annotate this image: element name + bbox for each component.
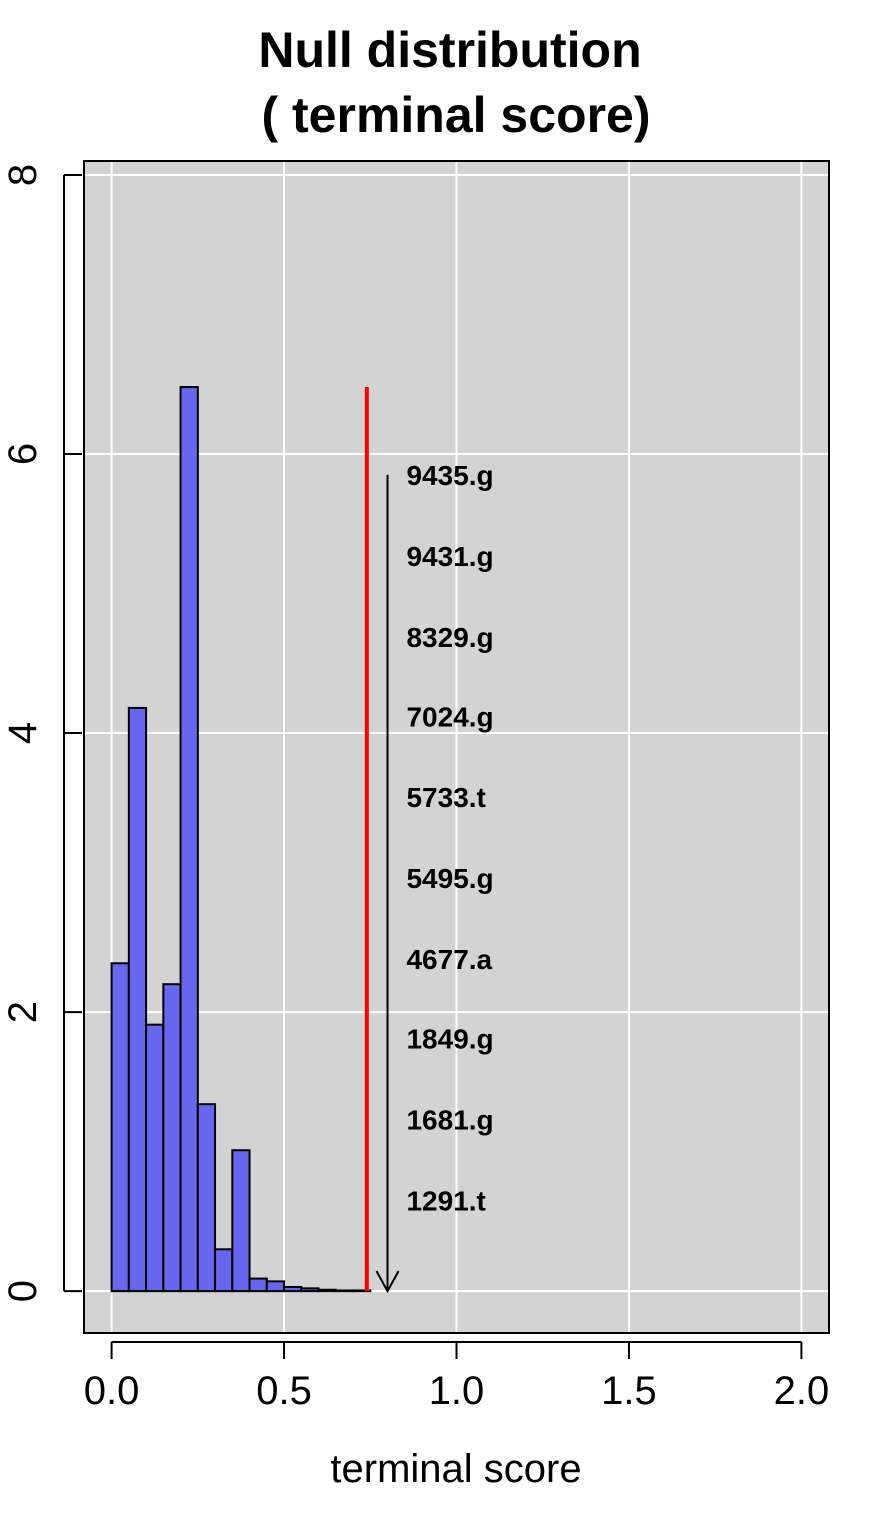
histogram-bar xyxy=(300,1287,320,1293)
annotation-label: 9431.g xyxy=(406,541,493,572)
annotation-layer: 9435.g 9431.g 8329.g 7024.g 5733.t 5495.g 4677… xyxy=(364,387,494,1294)
histogram-bar xyxy=(231,1149,251,1293)
y-tick-label: 0 xyxy=(1,1280,45,1302)
annotation-label: 1291.t xyxy=(406,1185,485,1216)
y-tick-label: 8 xyxy=(1,164,45,186)
histogram-bar xyxy=(334,1289,355,1293)
histogram-bar xyxy=(283,1285,303,1293)
plot-frame xyxy=(83,160,830,1334)
x-tick-label: 1.5 xyxy=(601,1369,657,1413)
histogram-bar xyxy=(179,386,199,1293)
chart-title-line-1: Null distribution xyxy=(258,22,641,78)
histogram-bar xyxy=(196,1103,217,1293)
histogram-bar xyxy=(317,1288,337,1293)
arrow-head-icon xyxy=(375,1270,400,1294)
histogram-bar xyxy=(248,1277,268,1293)
x-tick-label: 0.5 xyxy=(256,1369,312,1413)
x-axis: 0.0 0.5 1.0 1.5 2.0 xyxy=(84,1341,830,1413)
x-tick-label: 0.0 xyxy=(84,1369,140,1413)
y-axis: 0 2 4 6 8 xyxy=(1,164,82,1302)
chart-title-line-2: ( terminal score) xyxy=(261,87,650,143)
histogram-bar xyxy=(145,1023,165,1293)
annotation-label: 9435.g xyxy=(406,460,493,491)
x-axis-label: terminal score xyxy=(330,1447,581,1491)
histogram-bar xyxy=(265,1280,286,1293)
annotation-label: 8329.g xyxy=(406,622,493,653)
histogram-bar xyxy=(352,1289,372,1293)
histogram-bars xyxy=(110,386,372,1293)
histogram-bar xyxy=(162,983,182,1293)
y-tick-label: 6 xyxy=(1,443,45,465)
histogram-bar xyxy=(110,962,130,1293)
annotation-label: 5495.g xyxy=(406,863,493,894)
x-tick-label: 1.0 xyxy=(429,1369,485,1413)
x-tick-label: 2.0 xyxy=(774,1369,830,1413)
y-tick-label: 2 xyxy=(1,1001,45,1023)
y-tick-label: 4 xyxy=(1,722,45,744)
annotation-label: 7024.g xyxy=(406,701,493,732)
annotation-label: 1849.g xyxy=(406,1024,493,1055)
histogram-bar xyxy=(214,1248,234,1293)
annotation-label: 4677.a xyxy=(406,944,492,975)
annotation-label: 1681.g xyxy=(406,1105,493,1136)
annotation-label: 5733.t xyxy=(406,782,485,813)
histogram-bar xyxy=(127,706,148,1293)
grid-lines xyxy=(84,161,829,1333)
